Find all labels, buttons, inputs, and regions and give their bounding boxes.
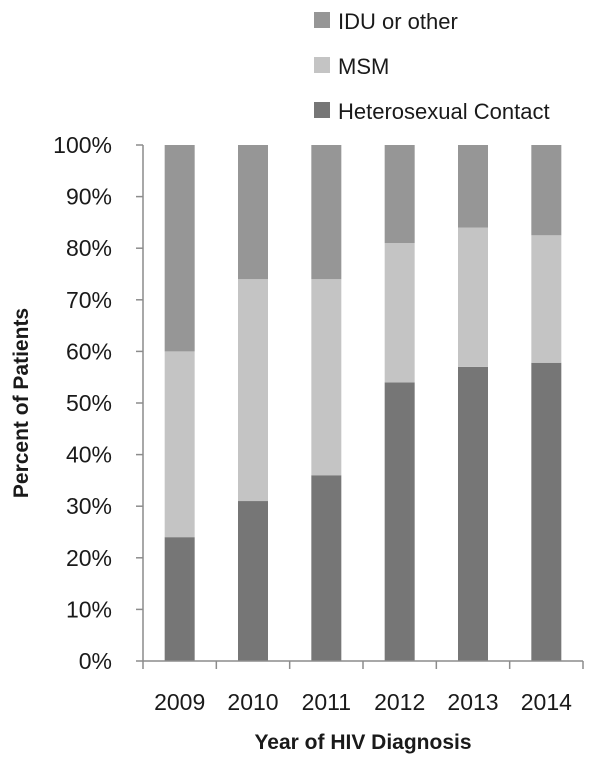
y-tick-label: 20% [66,545,112,571]
y-tick-label: 100% [53,132,112,158]
bar-msm-2010 [238,279,268,502]
legend-label-msm: MSM [338,54,389,79]
legend-label-idu-or-other: IDU or other [338,9,458,34]
y-tick-label: 0% [79,648,112,674]
y-tick-label: 90% [66,184,112,210]
bar-msm-2014 [531,235,562,363]
y-tick-label: 40% [66,442,112,468]
bar-idu-or-other-2010 [238,145,268,280]
y-tick-label: 50% [66,390,112,416]
bar-idu-or-other-2014 [531,145,562,236]
bar-heterosexual-contact-2010 [238,501,268,661]
y-tick-label: 60% [66,338,112,364]
legend-swatch-heterosexual-contact [314,102,330,118]
bar-idu-or-other-2009 [164,145,195,352]
legend-swatch-msm [314,57,330,73]
bar-msm-2012 [384,243,415,383]
x-tick-label: 2009 [154,689,205,715]
x-axis-title: Year of HIV Diagnosis [254,731,471,754]
legend-swatch-idu-or-other [314,12,330,28]
bar-heterosexual-contact-2013 [458,366,488,661]
bar-heterosexual-contact-2014 [531,362,562,661]
x-tick-labels: 2009 2010 2011 2012 2013 2014 [154,689,572,715]
axes [136,144,584,669]
x-tick-label: 2011 [302,689,351,715]
bar-msm-2009 [164,351,195,538]
x-tick-label: 2014 [521,689,572,715]
bar-msm-2011 [311,279,342,476]
y-tick-label: 30% [66,493,112,519]
legend-label-heterosexual-contact: Heterosexual Contact [338,99,550,124]
y-axis-title: Percent of Patients [10,308,33,498]
bar-idu-or-other-2012 [384,145,415,244]
x-tick-label: 2013 [447,689,498,715]
bar-idu-or-other-2013 [458,145,488,228]
bar-msm-2013 [458,227,488,367]
bar-heterosexual-contact-2009 [164,537,195,661]
x-tick-label: 2010 [227,689,278,715]
y-tick-label: 80% [66,235,112,261]
bar-stack-group [164,145,562,661]
bar-heterosexual-contact-2012 [384,382,415,661]
legend: IDU or other MSM Heterosexual Contact [314,9,550,124]
y-tick-label: 10% [66,596,112,622]
bar-idu-or-other-2011 [311,145,342,280]
x-tick-label: 2012 [374,689,425,715]
bar-heterosexual-contact-2011 [311,475,342,661]
y-tick-labels: 0% 10% 20% 30% 40% 50% 60% 70% 80% 90% 100% [53,132,112,674]
y-tick-label: 70% [66,287,112,313]
